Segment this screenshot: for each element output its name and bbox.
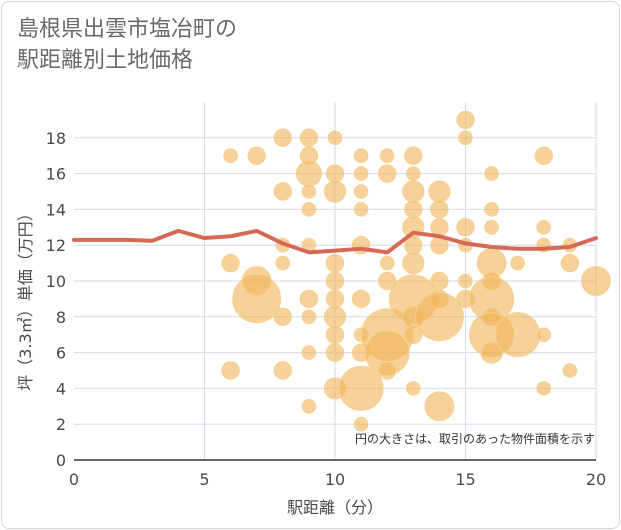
y-tick-label: 0	[56, 451, 66, 470]
x-tick-label: 5	[199, 470, 209, 489]
y-tick-label: 18	[46, 129, 66, 148]
y-tick-label: 12	[46, 236, 66, 255]
bubble-point	[325, 325, 345, 344]
bubble-point	[424, 391, 455, 422]
y-tick-label: 8	[56, 308, 66, 327]
bubble-point	[536, 381, 552, 396]
axes: 0 5 10 15 20 0 2 4 6 8 10 12 14 16 18	[46, 129, 607, 489]
bubble-point	[273, 182, 292, 201]
bubble-point	[484, 220, 499, 235]
bubble-point	[379, 255, 395, 271]
x-tick-label: 10	[325, 470, 345, 489]
y-tick-label: 16	[46, 165, 66, 184]
bubble-point	[458, 130, 473, 146]
x-axis-label: 駅距離（分）	[287, 498, 383, 517]
bubble-point	[221, 253, 240, 273]
bubble-point	[275, 255, 291, 271]
bubble-point	[536, 220, 552, 235]
bubble-point	[247, 146, 266, 165]
y-tick-label: 10	[46, 272, 66, 291]
bubble-point	[273, 361, 292, 380]
bubble-point	[353, 416, 369, 432]
bubble-point	[323, 180, 347, 203]
bubble-point	[301, 202, 317, 217]
bubble-point	[415, 292, 464, 342]
bubble-point	[406, 381, 421, 396]
bubble-point	[351, 289, 371, 309]
bubble-point	[301, 399, 317, 414]
y-axis-label: 坪（3.3㎡）単価（万円）	[16, 205, 35, 390]
bubble-point	[430, 200, 449, 219]
trend-line-group	[72, 228, 598, 255]
bubble-point	[221, 361, 240, 380]
trend-line	[72, 228, 598, 255]
bubble-point	[484, 202, 499, 217]
bubble-point	[325, 343, 345, 362]
bubble-point	[430, 271, 449, 291]
bubble-point	[325, 164, 345, 183]
bubble-point	[353, 184, 369, 199]
bubble-point	[536, 327, 552, 343]
bubble-point	[534, 146, 553, 165]
bubble-point	[325, 271, 345, 291]
bubble-point	[353, 148, 369, 163]
bubble-point	[327, 130, 343, 146]
bubble-point	[560, 253, 580, 273]
bubble-point	[299, 289, 319, 309]
bubble-point	[273, 307, 292, 326]
bubble-point	[301, 345, 317, 360]
bubble-point	[301, 309, 317, 325]
bubble-point	[325, 289, 345, 309]
bubble-point	[428, 180, 451, 203]
bubble-point	[404, 200, 423, 219]
bubble-point	[402, 252, 425, 275]
bubble-point	[378, 164, 397, 183]
bubble-point	[562, 363, 578, 378]
bubble-point	[456, 110, 475, 130]
bubble-point	[325, 253, 345, 273]
bubble-point	[223, 148, 238, 163]
y-tick-label: 2	[56, 415, 66, 434]
bubble-point	[378, 271, 397, 291]
bubble-point	[323, 305, 347, 328]
bubble-point	[456, 218, 475, 237]
bubble-point	[353, 166, 369, 181]
bubble-point	[510, 255, 526, 271]
bubble-point	[338, 365, 384, 411]
x-tick-label: 0	[69, 470, 79, 489]
bubble-point	[406, 166, 421, 181]
bubble-point	[484, 166, 499, 181]
bubble-point	[402, 180, 425, 203]
chart-title-line-1: 島根県出雲市塩冶町の	[17, 17, 238, 42]
bubble-point	[295, 160, 322, 187]
bubble-point	[404, 146, 423, 165]
bubble-point	[404, 325, 423, 344]
y-tick-label: 14	[46, 200, 66, 219]
bubble-point	[301, 184, 317, 199]
bubble-point	[379, 148, 395, 163]
x-tick-label: 15	[455, 470, 475, 489]
bubble-point	[353, 202, 369, 217]
chart-annotation: 円の大きさは、取引のあった物件面積を示す	[355, 431, 595, 446]
bubble-point	[241, 266, 272, 296]
bubbles	[221, 110, 611, 432]
bubble-point	[273, 128, 292, 148]
y-tick-label: 4	[56, 379, 66, 398]
y-tick-label: 6	[56, 344, 66, 363]
chart-title-line-2: 駅距離別土地価格	[17, 48, 194, 73]
chart-title: 島根県出雲市塩冶町の 駅距離別土地価格	[17, 14, 237, 76]
bubble-point	[480, 341, 503, 364]
bubble-point	[458, 273, 473, 289]
bubble-point	[378, 361, 397, 380]
bubble-point	[299, 128, 319, 148]
bubble-point	[495, 312, 541, 358]
bubble-point	[581, 266, 611, 296]
x-tick-label: 20	[586, 470, 606, 489]
bubble-point	[430, 218, 449, 237]
